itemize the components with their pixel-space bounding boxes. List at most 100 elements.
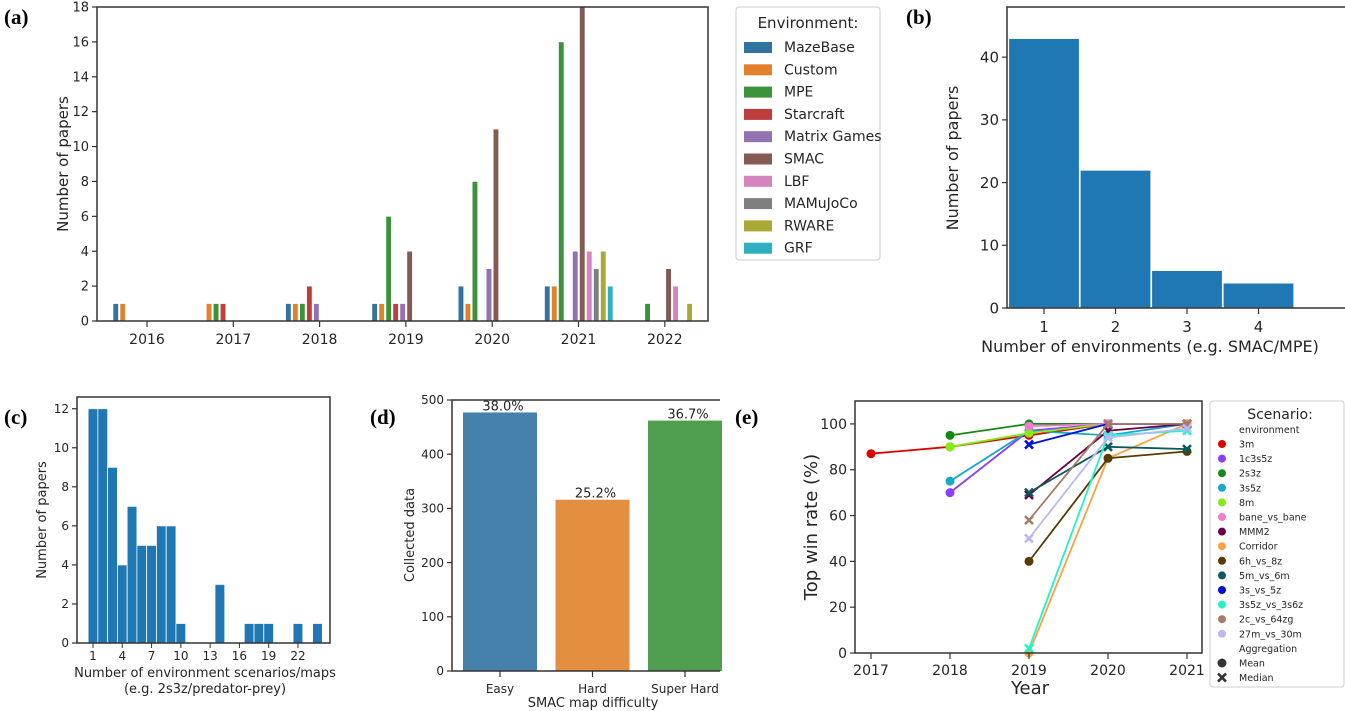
y-tick-label: 12	[72, 105, 89, 120]
y-axis-label: Number of papers	[35, 461, 50, 579]
x-tick-label: 3	[1182, 318, 1192, 336]
bar-smac	[492, 128, 500, 322]
y-axis-label: Number of papers	[54, 96, 72, 232]
x-tick-label: 2018	[932, 663, 968, 679]
y-tick-label: 2	[61, 597, 69, 611]
bar-custom	[119, 303, 126, 322]
bar	[1150, 269, 1224, 309]
x-axis-label-line2: (e.g. 2s3z/predator-prey)	[124, 682, 286, 697]
bar-rware	[686, 303, 693, 322]
x-tick-label: 13	[202, 649, 217, 663]
bar-mpe	[299, 303, 306, 322]
legend-label: RWARE	[784, 218, 834, 234]
x-tick-label: 1	[1039, 318, 1049, 336]
y-tick-label: 0	[838, 646, 847, 662]
x-tick-label: Super Hard	[651, 682, 719, 696]
point-27m_vs_30m	[1103, 432, 1113, 443]
y-tick-label: 12	[54, 402, 69, 416]
bar-matrix-games	[572, 250, 579, 322]
bar-smac	[579, 6, 586, 322]
bar	[253, 623, 265, 644]
legend-label: Matrix Games	[784, 129, 882, 145]
data-label: 38.0%	[482, 399, 523, 414]
legend-swatch	[744, 64, 772, 76]
y-axis-label: Top win rate (%)	[801, 454, 822, 601]
legend-label: Custom	[784, 62, 838, 78]
bar	[126, 505, 138, 644]
x-tick-label: 2021	[1169, 663, 1205, 679]
legend-swatch	[744, 242, 772, 254]
legend-label: 1c3s5z	[1239, 454, 1272, 465]
point-1c3s5z	[945, 488, 955, 498]
bar	[1222, 282, 1295, 309]
legend-marker	[1218, 513, 1226, 521]
line-6h_vs_8z	[1028, 450, 1188, 562]
legend-marker	[1218, 440, 1226, 448]
panel-label: (b)	[906, 5, 932, 29]
bar	[1007, 37, 1081, 309]
y-tick-label: 300	[421, 502, 444, 516]
x-axis-label: SMAC map difficulty	[528, 696, 659, 711]
bar-mpe	[471, 181, 479, 322]
plot-area-a	[96, 6, 709, 322]
panel-label: (c)	[4, 405, 27, 429]
y-tick-label: 6	[61, 519, 69, 533]
legend-label: 3s_vs_5z	[1239, 586, 1281, 597]
bar-mazebase	[285, 303, 292, 322]
y-tick-label: 30	[980, 111, 999, 129]
bar-mazebase	[544, 285, 551, 322]
legend-label: GRF	[784, 241, 813, 257]
y-axis-label: Number of papers	[943, 86, 962, 231]
bar-smac	[665, 268, 672, 322]
plot-area-d	[451, 399, 720, 672]
legend-swatch	[744, 175, 772, 187]
legend-label: MAMuJoCo	[784, 196, 858, 212]
legend-label: Median	[1239, 673, 1274, 684]
bar	[107, 466, 118, 644]
legend-title: Scenario:	[1247, 407, 1313, 423]
bar-mpe	[558, 41, 565, 322]
x-tick-label: 2021	[561, 332, 597, 348]
bar-mazebase	[112, 303, 119, 322]
panel-label: (a)	[4, 5, 29, 29]
legend-marker	[1218, 600, 1226, 609]
bar-smac	[406, 250, 413, 322]
legend-marker	[1218, 615, 1226, 624]
x-tick-label: 16	[232, 649, 247, 663]
legend-marker	[1218, 629, 1226, 638]
bar	[146, 544, 157, 644]
bar-grf	[607, 285, 614, 322]
plot-area-b	[1006, 6, 1345, 309]
legend-label: 3s5z	[1239, 483, 1261, 494]
x-axis-label: Number of environment scenarios/maps	[74, 666, 336, 681]
x-tick-label: 4	[118, 649, 126, 663]
legend-swatch	[744, 108, 772, 120]
x-tick-label: Hard	[578, 682, 607, 696]
legend-marker	[1218, 454, 1226, 463]
y-tick-label: 80	[829, 463, 847, 479]
bar	[97, 408, 109, 644]
x-tick-label: 4	[1254, 318, 1264, 336]
y-tick-label: 20	[829, 600, 847, 616]
x-tick-label: Easy	[486, 682, 514, 696]
bar-matrix-games	[485, 268, 493, 322]
legend-label: MMM2	[1239, 527, 1270, 538]
y-tick-label: 40	[829, 554, 847, 570]
bar	[243, 623, 255, 644]
point-3s_vs_5z	[1024, 439, 1034, 450]
legend-label: 5m_vs_6m	[1239, 571, 1290, 582]
x-tick-label: 19	[261, 649, 276, 663]
legend-label: 2c_vs_64zg	[1239, 615, 1293, 626]
legend-subtitle: environment	[1239, 425, 1300, 436]
y-tick-label: 18	[72, 1, 89, 16]
y-tick-label: 10	[54, 441, 69, 455]
y-tick-label: 10	[72, 140, 89, 155]
legend-label: MazeBase	[784, 40, 855, 56]
data-label: 36.7%	[667, 408, 708, 423]
legend-label: Corridor	[1239, 542, 1278, 553]
x-tick-label: 2019	[388, 332, 424, 348]
legend-label: 27m_vs_30m	[1239, 629, 1302, 640]
legend-label: 3m	[1239, 440, 1254, 451]
bar	[263, 623, 274, 644]
point-6h_vs_8z	[1103, 453, 1113, 463]
